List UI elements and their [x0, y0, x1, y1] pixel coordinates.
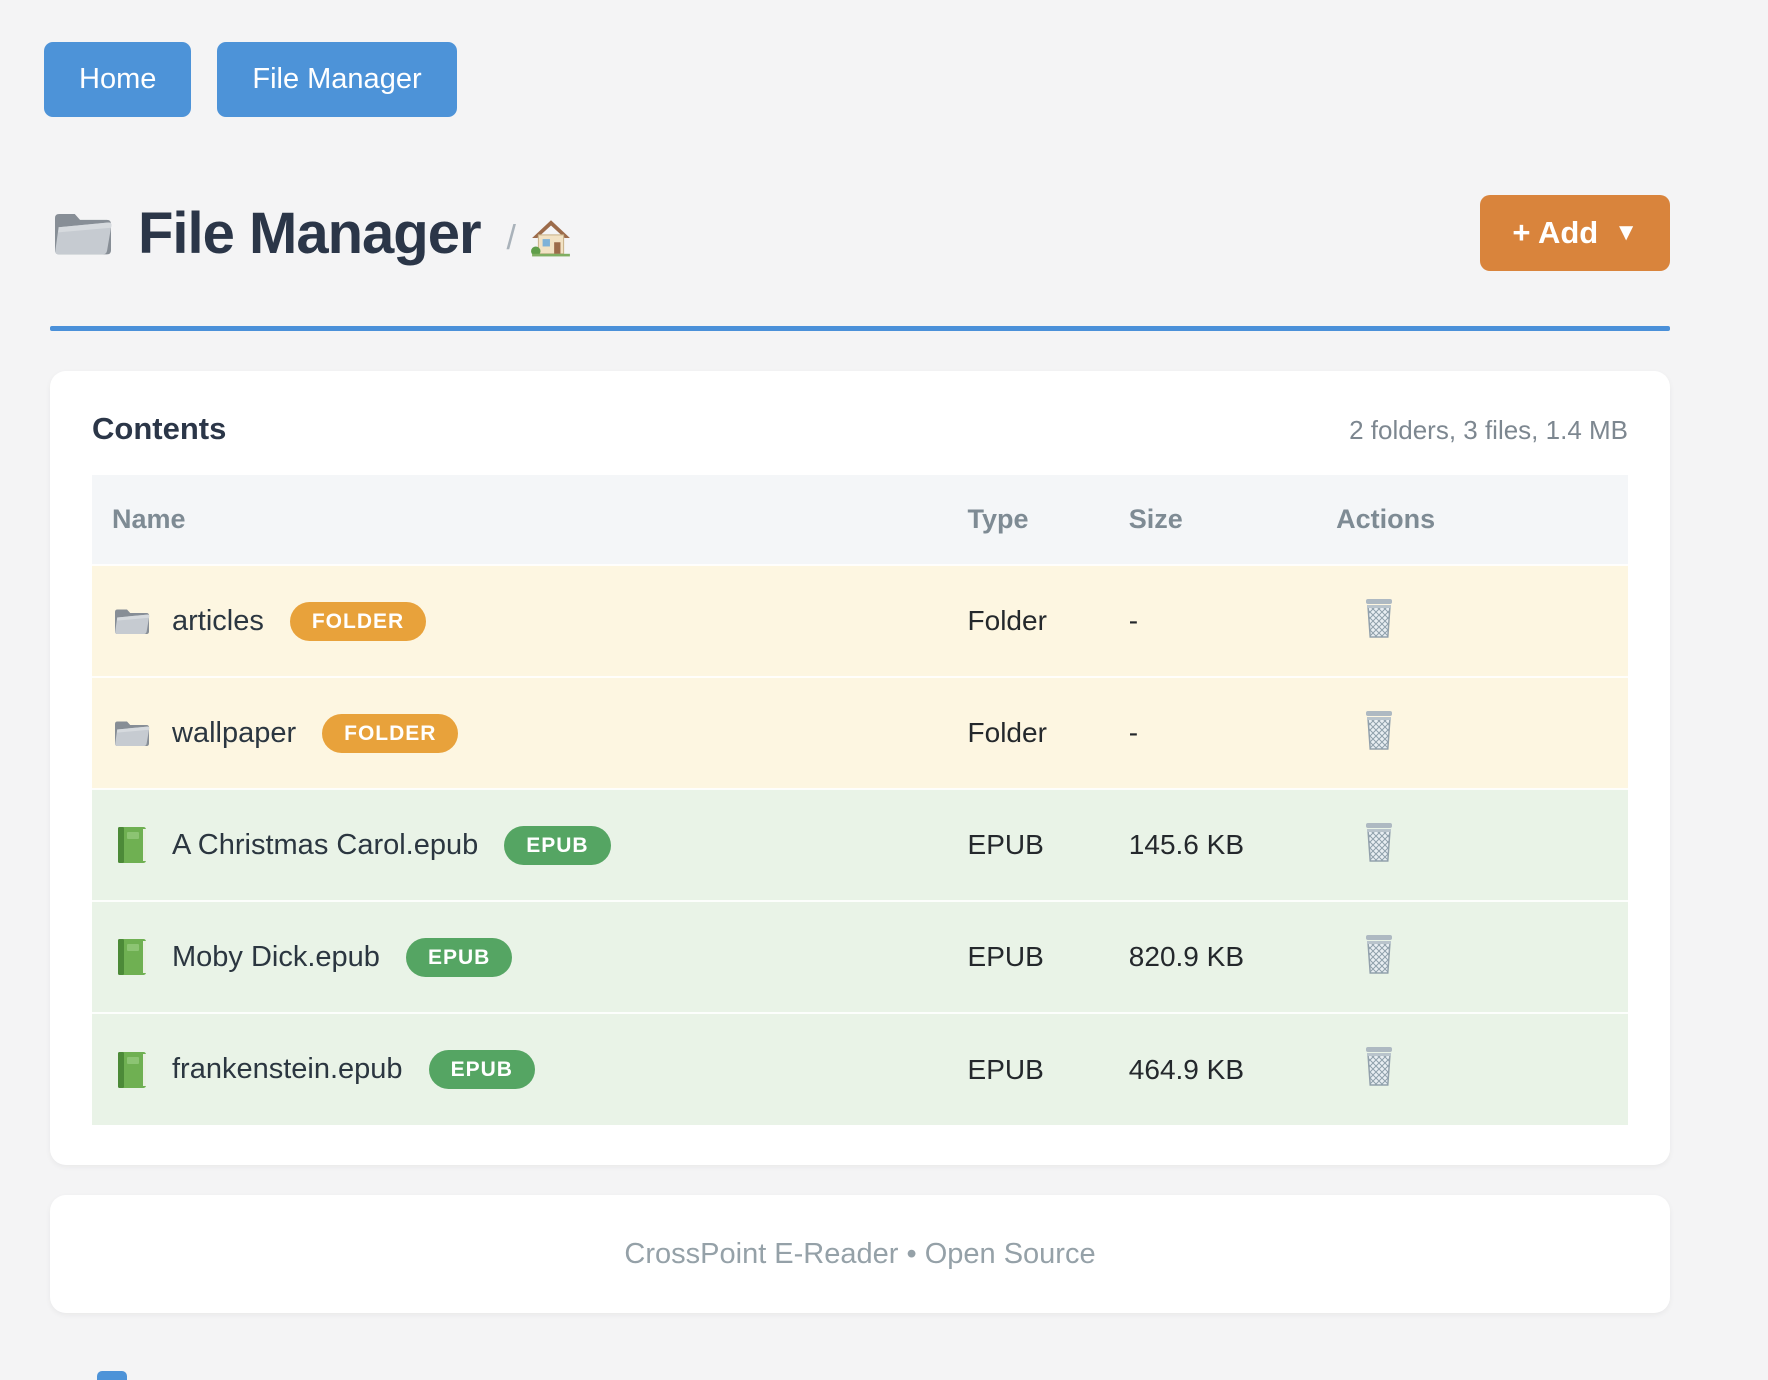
- file-name[interactable]: frankenstein.epub: [172, 1053, 403, 1085]
- folder-icon: [112, 601, 152, 641]
- table-row[interactable]: articles FOLDER Folder -: [92, 565, 1628, 677]
- contents-heading: Contents: [92, 411, 227, 446]
- file-type: Folder: [967, 605, 1047, 636]
- footer-card: CrossPoint E-Reader • Open Source: [50, 1195, 1670, 1313]
- file-manager-nav-button[interactable]: File Manager: [217, 42, 457, 117]
- home-icon[interactable]: [530, 208, 572, 258]
- file-size: -: [1128, 717, 1139, 748]
- book-icon: [112, 825, 152, 865]
- table-row[interactable]: wallpaper FOLDER Folder -: [92, 677, 1628, 789]
- contents-card-header: Contents 2 folders, 3 files, 1.4 MB: [92, 411, 1628, 447]
- delete-button[interactable]: [1360, 709, 1398, 751]
- column-header-actions: Actions: [1336, 475, 1628, 565]
- contents-card: Contents 2 folders, 3 files, 1.4 MB Name…: [50, 371, 1670, 1165]
- footer-text: CrossPoint E-Reader • Open Source: [624, 1237, 1096, 1270]
- page-header: File Manager / + Add ▼: [50, 187, 1670, 279]
- delete-button[interactable]: [1360, 597, 1398, 639]
- add-button[interactable]: + Add ▼: [1480, 195, 1670, 271]
- trash-icon: [1360, 597, 1398, 639]
- file-table: Name Type Size Actions articles FOLDER F…: [92, 475, 1628, 1125]
- file-type-badge: EPUB: [405, 937, 513, 977]
- column-header-name: Name: [92, 475, 968, 565]
- file-type-badge: FOLDER: [322, 713, 459, 753]
- trash-icon: [1360, 709, 1398, 751]
- delete-button[interactable]: [1360, 1045, 1398, 1087]
- file-name[interactable]: wallpaper: [172, 716, 297, 749]
- table-row[interactable]: frankenstein.epub EPUB EPUB 464.9 KB: [92, 1013, 1628, 1125]
- breadcrumb-separator: /: [506, 218, 516, 257]
- file-size: 145.6 KB: [1128, 829, 1244, 860]
- file-type-badge: EPUB: [504, 825, 611, 865]
- file-name[interactable]: Moby Dick.epub: [172, 940, 380, 973]
- file-type-badge: FOLDER: [289, 601, 427, 641]
- top-nav: Home File Manager: [0, 0, 1768, 117]
- partial-button-bottom-edge: [97, 1371, 127, 1380]
- folder-icon: [50, 205, 116, 261]
- file-name[interactable]: A Christmas Carol.epub: [172, 828, 479, 861]
- delete-button[interactable]: [1360, 933, 1398, 975]
- file-name[interactable]: articles: [172, 604, 264, 637]
- home-nav-button[interactable]: Home: [44, 42, 192, 117]
- add-button-label: + Add: [1512, 215, 1599, 250]
- delete-button[interactable]: [1360, 821, 1398, 863]
- file-type: EPUB: [967, 829, 1044, 860]
- trash-icon: [1360, 933, 1398, 975]
- folder-icon: [112, 713, 152, 753]
- file-size: -: [1128, 605, 1139, 636]
- table-body: articles FOLDER Folder - wallpaper FOLDE…: [92, 565, 1628, 1125]
- book-icon: [112, 937, 152, 977]
- file-type: EPUB: [967, 1053, 1044, 1085]
- book-icon: [112, 1050, 152, 1090]
- file-type-badge: EPUB: [428, 1050, 535, 1089]
- contents-summary: 2 folders, 3 files, 1.4 MB: [1349, 415, 1628, 445]
- table-row[interactable]: A Christmas Carol.epub EPUB EPUB 145.6 K…: [92, 789, 1628, 901]
- trash-icon: [1360, 1045, 1398, 1087]
- file-size: 820.9 KB: [1128, 941, 1244, 972]
- file-type: Folder: [967, 717, 1047, 748]
- chevron-down-icon: ▼: [1614, 219, 1638, 246]
- column-header-type: Type: [967, 475, 1129, 565]
- trash-icon: [1360, 821, 1398, 863]
- table-row[interactable]: Moby Dick.epub EPUB EPUB 820.9 KB: [92, 901, 1628, 1013]
- column-header-size: Size: [1128, 475, 1337, 565]
- file-size: 464.9 KB: [1128, 1053, 1244, 1085]
- file-type: EPUB: [967, 941, 1044, 972]
- page-title: File Manager: [138, 200, 482, 266]
- title-underline: [50, 326, 1670, 331]
- table-header-row: Name Type Size Actions: [92, 475, 1628, 565]
